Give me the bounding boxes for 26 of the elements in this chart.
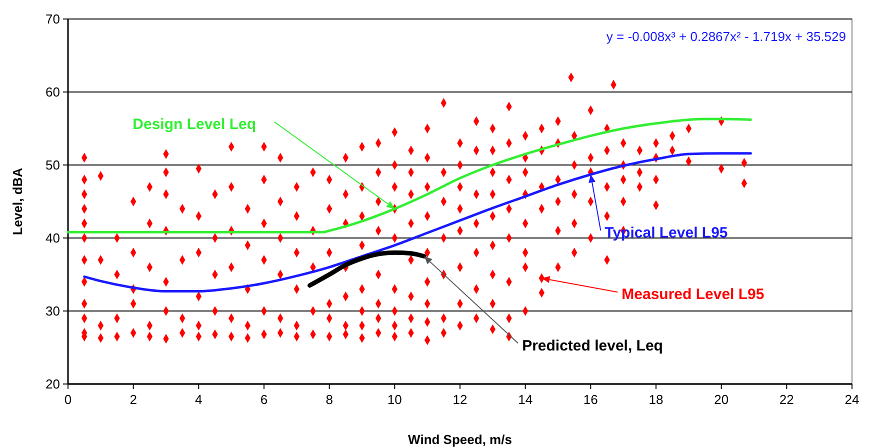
y-tick-label: 50 (46, 158, 60, 172)
y-tick-label: 40 (46, 230, 60, 246)
x-tick-label: 8 (326, 392, 333, 407)
x-tick-label: 18 (648, 392, 664, 407)
x-tick-label: 6 (260, 392, 268, 407)
y-axis-title: Level, dBA (10, 167, 25, 236)
x-tick-label: 12 (452, 392, 468, 407)
annotation: y = -0.008x³ + 0.2867x² - 1.719x + 35.529 (606, 29, 846, 44)
x-tick-label: 16 (583, 392, 598, 407)
x-tick-label: 14 (518, 392, 533, 407)
y-tick-label: 70 (46, 12, 60, 26)
y-tick-label: 20 (46, 376, 60, 392)
x-tick-label: 24 (844, 392, 860, 407)
x-tick-label: 2 (130, 392, 137, 407)
x-tick-label: 22 (779, 392, 794, 407)
text: Design Level Leq (132, 116, 256, 133)
x-axis-title: Wind Speed, m/s (408, 432, 512, 447)
y-tick-label: 30 (46, 304, 60, 318)
text: Typical Level L95 (604, 224, 728, 242)
x-tick-label: 4 (195, 392, 202, 407)
text: Predicted level, Leq (522, 337, 663, 354)
x-tick-label: 10 (387, 392, 402, 407)
y-tick-label: 60 (46, 84, 60, 100)
legend-label: Measured Level L95 (622, 286, 764, 304)
x-tick-label: 20 (714, 392, 729, 407)
x-tick-label: 0 (64, 392, 72, 407)
